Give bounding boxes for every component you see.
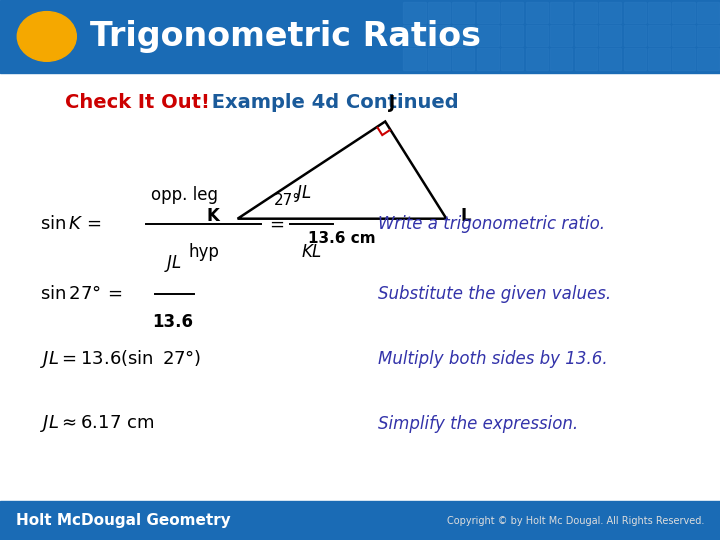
Bar: [575, 48, 597, 70]
Text: $JL \approx 6.17\ \mathrm{cm}$: $JL \approx 6.17\ \mathrm{cm}$: [40, 414, 154, 434]
Bar: [501, 25, 523, 46]
Text: $JL$: $JL$: [164, 253, 181, 274]
Text: K: K: [207, 207, 220, 225]
Text: J: J: [390, 94, 395, 112]
Bar: [648, 2, 670, 23]
Bar: [501, 2, 523, 23]
Bar: [428, 48, 450, 70]
Text: Simplify the expression.: Simplify the expression.: [378, 415, 578, 433]
Bar: [648, 48, 670, 70]
Text: Copyright © by Holt Mc Dougal. All Rights Reserved.: Copyright © by Holt Mc Dougal. All Right…: [447, 516, 704, 525]
Bar: [428, 25, 450, 46]
Bar: [477, 48, 499, 70]
Bar: [0, 0, 720, 73]
Bar: [501, 48, 523, 70]
Text: $JL$: $JL$: [294, 183, 312, 204]
Text: opp. leg: opp. leg: [151, 186, 218, 204]
Text: Example 4d Continued: Example 4d Continued: [205, 93, 459, 112]
Text: $=$: $=$: [266, 215, 285, 233]
Text: Multiply both sides by 13.6.: Multiply both sides by 13.6.: [378, 350, 608, 368]
Bar: [672, 25, 695, 46]
Text: L: L: [461, 207, 472, 225]
Bar: [403, 48, 426, 70]
Bar: [526, 25, 548, 46]
Bar: [452, 2, 474, 23]
Bar: [697, 2, 719, 23]
Text: $KL$: $KL$: [301, 242, 323, 261]
Bar: [452, 48, 474, 70]
Bar: [648, 25, 670, 46]
Bar: [575, 25, 597, 46]
Text: 27°: 27°: [274, 193, 301, 208]
Bar: [526, 2, 548, 23]
Text: Trigonometric Ratios: Trigonometric Ratios: [90, 20, 481, 53]
Bar: [599, 48, 621, 70]
Bar: [697, 25, 719, 46]
Bar: [624, 48, 646, 70]
Bar: [624, 25, 646, 46]
Bar: [599, 2, 621, 23]
Bar: [550, 48, 572, 70]
Bar: [575, 2, 597, 23]
Bar: [477, 2, 499, 23]
Text: Write a trigonometric ratio.: Write a trigonometric ratio.: [378, 215, 605, 233]
Text: 13.6 cm: 13.6 cm: [308, 231, 376, 246]
Bar: [550, 2, 572, 23]
Text: Substitute the given values.: Substitute the given values.: [378, 285, 611, 303]
Ellipse shape: [17, 11, 76, 61]
Bar: [599, 25, 621, 46]
Bar: [0, 501, 720, 540]
Bar: [672, 48, 695, 70]
Text: hyp: hyp: [189, 242, 219, 261]
Bar: [428, 2, 450, 23]
Text: $\sin K\,=$: $\sin K\,=$: [40, 215, 102, 233]
Bar: [403, 2, 426, 23]
Text: $JL = 13.6(\sin\ 27°)$: $JL = 13.6(\sin\ 27°)$: [40, 348, 201, 370]
Bar: [697, 48, 719, 70]
Text: Holt McDougal Geometry: Holt McDougal Geometry: [16, 513, 230, 528]
Bar: [403, 25, 426, 46]
Text: $\sin 27°\,=$: $\sin 27°\,=$: [40, 285, 122, 303]
Text: Check It Out!: Check It Out!: [65, 93, 210, 112]
Bar: [452, 25, 474, 46]
Bar: [624, 2, 646, 23]
Bar: [477, 25, 499, 46]
Text: 13.6: 13.6: [153, 313, 193, 331]
Bar: [672, 2, 695, 23]
Bar: [550, 25, 572, 46]
Bar: [526, 48, 548, 70]
